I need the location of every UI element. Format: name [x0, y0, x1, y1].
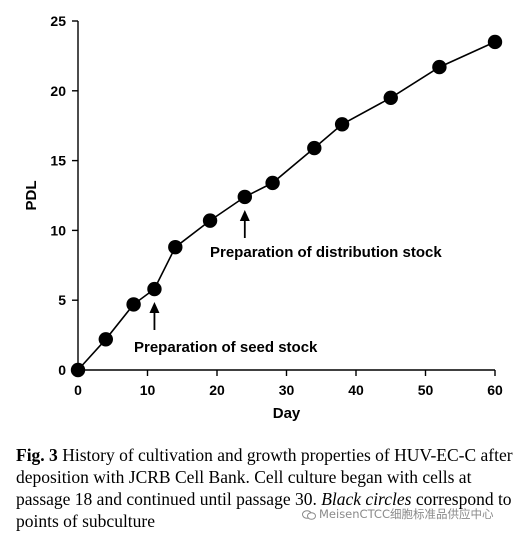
x-axis-title: Day: [273, 405, 301, 422]
y-tick-label: 0: [58, 362, 66, 378]
x-tick-label: 30: [279, 382, 295, 398]
data-point: [432, 59, 447, 75]
data-point: [168, 239, 183, 255]
data-point: [383, 90, 398, 105]
wechat-icon: [302, 509, 316, 520]
data-point: [70, 362, 86, 378]
annotation-label: Preparation of distribution stock: [210, 244, 442, 261]
x-tick-label: 50: [418, 382, 434, 398]
chart: 0 5 10 15 20 25 0 10 20 30 40 50 60 Day PDL Preparat…: [23, 13, 503, 422]
x-tick-label: 10: [140, 382, 156, 398]
y-tick-label: 5: [58, 292, 66, 308]
data-point: [98, 332, 114, 347]
data-point: [202, 213, 218, 228]
series-line: [77, 41, 496, 371]
axis-ticks: 0 5 10 15 20 25 0 10 20 30 40 50 60: [50, 13, 503, 398]
caption-text-end: correspond to points of subculture: [16, 489, 512, 531]
y-tick-label: 15: [50, 153, 66, 169]
x-tick-label: 40: [348, 382, 364, 398]
annotation-label: Preparation of seed stock: [134, 339, 318, 356]
series-pdl: [70, 34, 503, 378]
data-point: [334, 117, 350, 132]
data-point: [237, 189, 252, 205]
data-point: [487, 34, 503, 50]
x-tick-label: 60: [487, 382, 503, 398]
y-tick-label: 20: [50, 83, 66, 99]
caption-italic-text: Black circles: [321, 489, 412, 509]
annotation-arrowhead: [239, 210, 250, 221]
x-tick-label: 0: [74, 382, 82, 398]
data-point: [265, 175, 280, 191]
data-point: [126, 297, 141, 312]
watermark: MeisenCTCC细胞标准品供应中心: [302, 506, 494, 522]
annotation-arrowhead: [149, 302, 160, 313]
caption-text: History of cultivation and growth proper…: [16, 445, 513, 509]
figure-label: Fig. 3: [16, 445, 58, 465]
figure-caption: Fig. 3 History of cultivation and growth…: [16, 444, 516, 532]
axes: [77, 21, 495, 371]
data-point: [147, 281, 162, 297]
y-tick-label: 25: [50, 13, 66, 29]
y-tick-label: 10: [50, 222, 66, 238]
data-point: [307, 140, 322, 156]
y-axis-title: PDL: [23, 181, 40, 211]
x-tick-label: 20: [209, 382, 225, 398]
watermark-text: MeisenCTCC细胞标准品供应中心: [319, 507, 494, 521]
annotations: Preparation of seed stock Preparation of …: [134, 210, 442, 356]
